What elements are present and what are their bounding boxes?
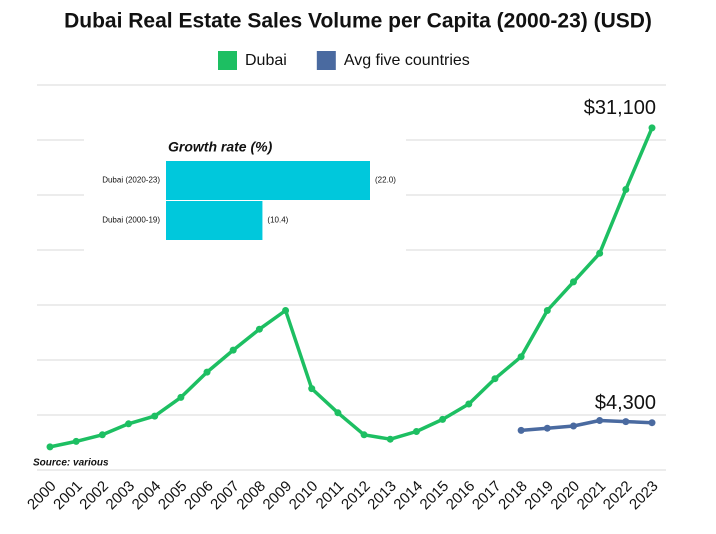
data-point	[569, 278, 577, 286]
x-tick-label: 2014	[390, 478, 426, 514]
data-point	[46, 443, 54, 451]
data-point	[517, 426, 525, 434]
data-point	[569, 422, 577, 430]
x-tick-label: 2020	[547, 478, 583, 514]
data-point	[412, 428, 420, 435]
series-line	[520, 418, 653, 433]
data-point	[596, 417, 604, 424]
legend-swatch	[218, 51, 237, 70]
bar-value-label: (10.4)	[267, 216, 288, 225]
data-point	[517, 353, 525, 361]
data-point	[177, 393, 185, 401]
x-tick-label: 2002	[76, 478, 112, 514]
data-point	[648, 124, 656, 132]
data-point	[229, 346, 237, 354]
x-tick-label: 2009	[260, 478, 296, 514]
data-point	[72, 437, 80, 445]
data-label: $4,300	[595, 392, 656, 414]
data-point	[648, 419, 656, 427]
x-tick-label: 2018	[495, 478, 531, 514]
legend-label: Avg five countries	[344, 52, 470, 69]
x-tick-label: 2023	[626, 478, 662, 514]
inset-title: Growth rate (%)	[168, 139, 273, 155]
data-point	[439, 415, 447, 423]
data-point	[334, 409, 342, 417]
chart-title: Dubai Real Estate Sales Volume per Capit…	[64, 10, 652, 33]
x-tick-label: 2005	[155, 478, 191, 514]
x-tick-label: 2010	[286, 478, 322, 514]
data-point	[203, 368, 211, 376]
bar	[166, 201, 263, 240]
data-point	[491, 375, 499, 383]
data-point	[543, 307, 551, 314]
data-point	[465, 400, 473, 408]
legend-swatch	[316, 51, 336, 70]
x-tick-label: 2022	[600, 478, 636, 514]
x-tick-label: 2012	[338, 478, 374, 514]
data-point	[543, 424, 551, 432]
x-tick-label: 2000	[24, 478, 60, 514]
x-tick-label: 2007	[207, 478, 243, 514]
x-tick-label: 2008	[233, 478, 269, 514]
data-label: $31,100	[584, 97, 656, 119]
data-point	[386, 435, 394, 443]
data-point	[282, 307, 290, 314]
data-point	[622, 186, 630, 193]
data-point	[125, 420, 133, 428]
bar	[166, 161, 370, 200]
bar-category-label: Dubai (2020-23)	[102, 176, 160, 185]
x-tick-label: 2011	[313, 478, 348, 513]
data-point	[98, 431, 106, 439]
source-note: Source: various	[33, 458, 109, 469]
x-tick-label: 2019	[521, 478, 557, 514]
data-point	[622, 418, 630, 426]
x-tick-label: 2021	[574, 478, 610, 514]
x-tick-label: 2017	[469, 478, 505, 514]
legend-label: Dubai	[245, 52, 287, 69]
series-line	[49, 127, 654, 449]
data-point	[255, 325, 263, 333]
data-point	[151, 412, 159, 420]
x-tick-label: 2006	[181, 478, 217, 514]
x-tick-label: 2003	[103, 478, 139, 514]
x-tick-label: 2015	[417, 478, 453, 514]
data-point	[596, 249, 604, 257]
bar-category-label: Dubai (2000-19)	[102, 216, 160, 225]
data-point	[360, 431, 368, 439]
x-tick-label: 2004	[129, 478, 165, 514]
x-tick-label: 2001	[50, 478, 86, 514]
bar-value-label: (22.0)	[375, 176, 396, 185]
data-point	[308, 385, 316, 393]
x-tick-label: 2016	[443, 478, 479, 514]
x-tick-label: 2013	[364, 478, 400, 514]
